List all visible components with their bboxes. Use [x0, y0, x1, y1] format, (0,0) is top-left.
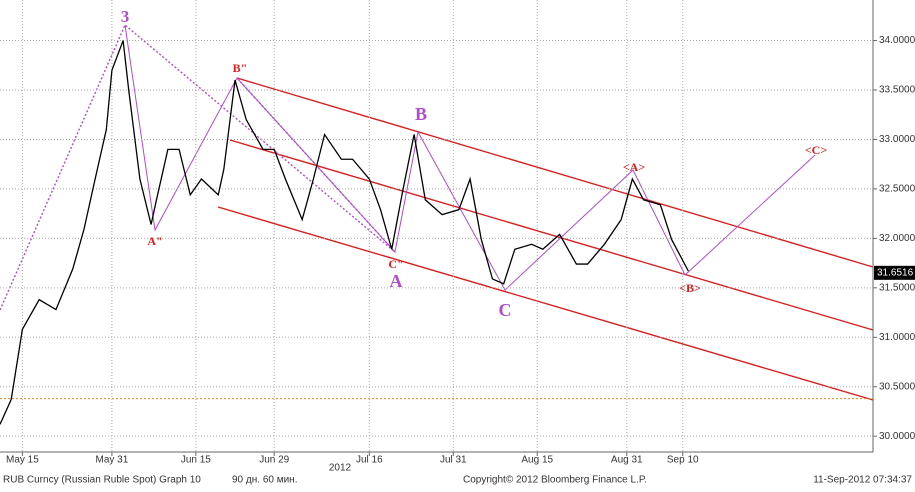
- channel-line: [236, 77, 874, 268]
- wave-guide: [0, 23, 396, 311]
- wave-label: C": [388, 257, 403, 271]
- wave-label: A: [390, 271, 403, 291]
- copyright: Copyright© 2012 Bloomberg Finance L.P.: [463, 475, 647, 486]
- last-value-label: 31.6516: [877, 267, 914, 278]
- x-tick-label: Jun 15: [181, 455, 211, 466]
- y-tick-label: 32.0000: [879, 233, 915, 244]
- x-tick-label: Jul 31: [440, 455, 467, 466]
- y-tick-label: 34.0000: [879, 35, 915, 46]
- x-tick-label: Jun 29: [259, 455, 289, 466]
- wave-label: <B>: [679, 281, 701, 295]
- y-tick-label: 31.5000: [879, 282, 915, 293]
- timestamp: 11-Sep-2012 07:34:37: [813, 475, 912, 486]
- wave-label: B": [233, 61, 248, 75]
- x-tick-label: Sep 10: [667, 455, 699, 466]
- price-line: [0, 40, 689, 425]
- subtitle: 90 дн. 60 мин.: [232, 475, 297, 486]
- x-tick-label: Jul 16: [356, 455, 383, 466]
- x-tick-label: May 31: [96, 455, 129, 466]
- channel-line: [217, 206, 874, 401]
- channel-line: [229, 139, 874, 331]
- y-tick-label: 31.0000: [879, 332, 915, 343]
- wave-label: 3: [121, 7, 130, 26]
- wave-path: [124, 24, 816, 291]
- y-tick-label: 32.5000: [879, 184, 915, 195]
- y-tick-label: 33.5000: [879, 85, 915, 96]
- channels: [0, 23, 874, 401]
- y-tick-label: 30.0000: [879, 431, 915, 442]
- x-tick-label: Aug 15: [521, 455, 553, 466]
- last-value-box: [874, 265, 915, 280]
- x-tick-label: Aug 31: [611, 455, 643, 466]
- wave-label: <C>: [805, 143, 828, 157]
- y-tick-label: 33.0000: [879, 134, 915, 145]
- chart-title: RUB Curncy (Russian Ruble Spot) Graph 10: [3, 475, 201, 486]
- wave-label: <A>: [623, 160, 646, 174]
- year-label: 2012: [329, 463, 352, 474]
- wave-label: A": [147, 234, 162, 248]
- y-tick-label: 30.5000: [879, 381, 915, 392]
- wave-label: B: [415, 104, 427, 124]
- wave-label: C: [499, 300, 512, 320]
- x-tick-label: May 15: [6, 455, 39, 466]
